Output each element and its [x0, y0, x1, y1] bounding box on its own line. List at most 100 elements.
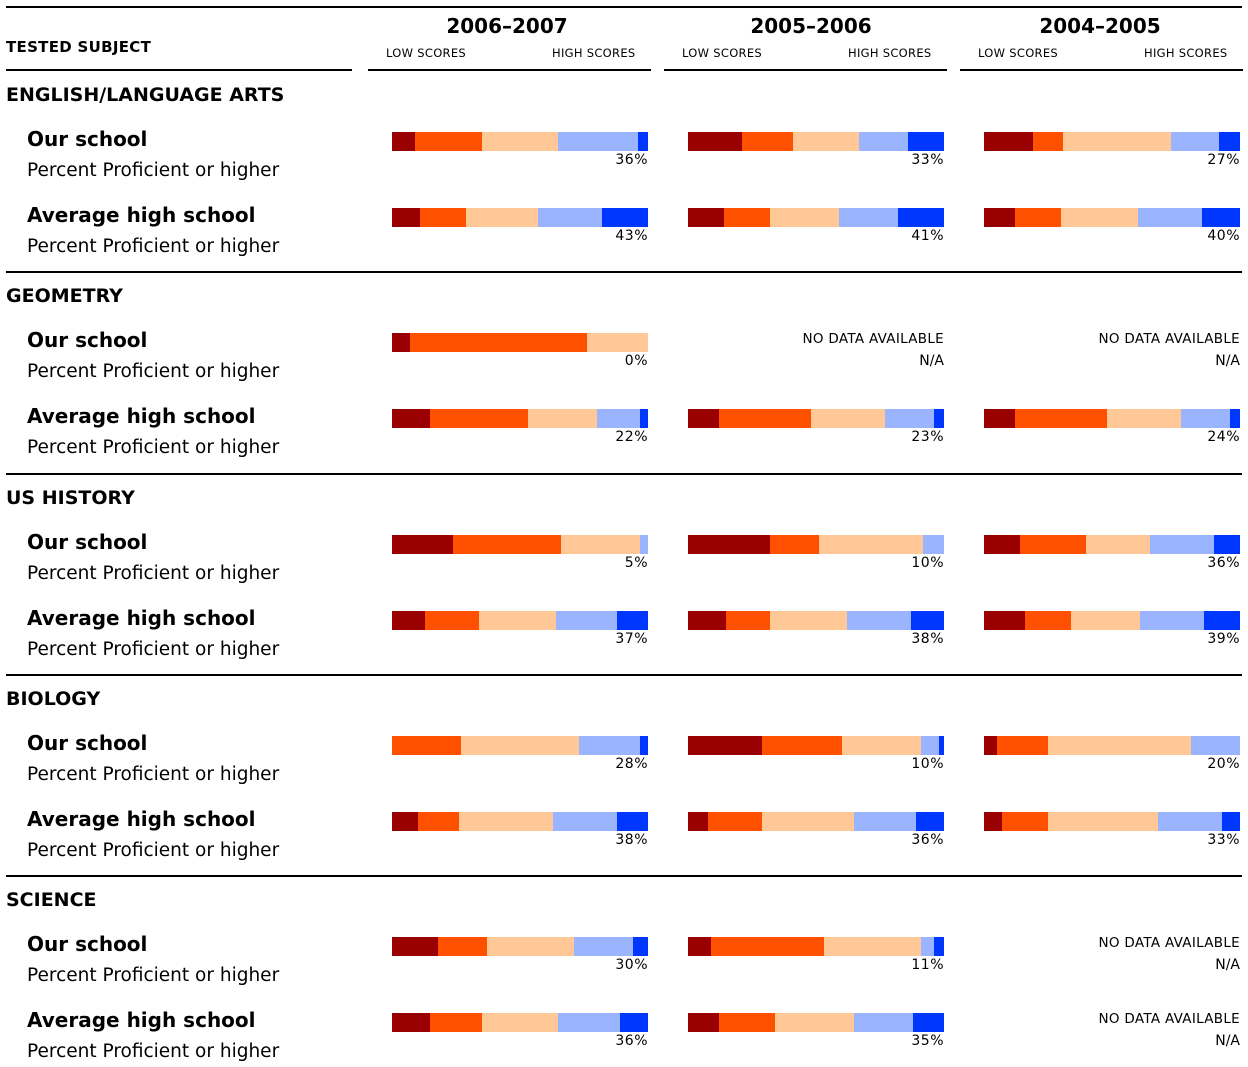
stacked-bar	[688, 611, 944, 630]
bar-segment	[718, 409, 811, 428]
bar-segment	[453, 535, 561, 554]
bar-segment	[632, 937, 648, 956]
bar-segment	[846, 611, 911, 630]
bar-segment	[769, 611, 847, 630]
bar-segment	[854, 1013, 914, 1032]
bar-segment	[923, 535, 944, 554]
bar-segment	[640, 736, 648, 755]
bar-segment	[558, 1013, 620, 1032]
high-scores-label: HIGH SCORES	[552, 46, 636, 60]
no-data-label: NO DATA AVAILABLE	[1098, 331, 1240, 347]
bar-segment	[586, 333, 648, 352]
bar-segment	[1014, 208, 1061, 227]
stacked-bar	[392, 1013, 648, 1032]
bar-segment	[1170, 132, 1220, 151]
stacked-bar	[392, 937, 648, 956]
bar-segment	[726, 611, 770, 630]
row-subtitle: Percent Proficient or higher	[27, 1041, 280, 1062]
row-subtitle: Percent Proficient or higher	[27, 764, 280, 785]
row-subtitle: Percent Proficient or higher	[27, 840, 280, 861]
stacked-bar	[392, 812, 648, 831]
bar-segment	[578, 736, 641, 755]
percent-proficient-value: 28%	[615, 756, 648, 772]
percent-proficient-value: 5%	[624, 555, 648, 571]
row-subtitle: Percent Proficient or higher	[27, 160, 280, 181]
stacked-bar	[688, 736, 944, 755]
bar-segment	[425, 611, 480, 630]
percent-proficient-value: 20%	[1207, 756, 1240, 772]
bar-segment	[1222, 812, 1240, 831]
bar-segment	[392, 812, 418, 831]
bar-segment	[920, 937, 934, 956]
bar-segment	[711, 937, 824, 956]
bar-segment	[841, 736, 921, 755]
stacked-bar	[392, 611, 648, 630]
row-name: Average high school	[27, 203, 256, 227]
bar-segment	[438, 937, 487, 956]
bar-segment	[1063, 132, 1171, 151]
bar-segment	[741, 132, 793, 151]
bar-segment	[1086, 535, 1151, 554]
row-subtitle: Percent Proficient or higher	[27, 965, 280, 986]
bar-segment	[1140, 611, 1205, 630]
percent-proficient-value: 24%	[1207, 429, 1240, 445]
bar-segment	[617, 812, 648, 831]
bar-segment	[1181, 409, 1230, 428]
percent-proficient-value: 33%	[1207, 832, 1240, 848]
bar-segment	[859, 132, 909, 151]
stacked-bar	[392, 208, 648, 227]
bar-segment	[708, 812, 763, 831]
percent-proficient-value: 23%	[911, 429, 944, 445]
bar-segment	[718, 1013, 776, 1032]
bar-segment	[984, 208, 1015, 227]
bar-segment	[688, 208, 724, 227]
bar-segment	[558, 132, 638, 151]
bar-segment	[486, 937, 574, 956]
bar-segment	[1201, 208, 1240, 227]
bar-segment	[1060, 208, 1138, 227]
bar-segment	[984, 812, 1002, 831]
bar-segment	[430, 409, 528, 428]
bar-segment	[823, 937, 921, 956]
bar-segment	[619, 1013, 648, 1032]
bar-segment	[481, 132, 559, 151]
bar-segment	[1032, 132, 1064, 151]
section-divider	[6, 271, 1242, 273]
na-label: N/A	[1215, 353, 1240, 369]
bar-segment	[913, 1013, 944, 1032]
year-header-rule	[960, 69, 1243, 71]
bar-segment	[392, 333, 410, 352]
section-title: US HISTORY	[6, 487, 135, 509]
bar-segment	[1106, 409, 1182, 428]
bar-segment	[938, 736, 944, 755]
row-name: Our school	[27, 328, 148, 352]
bar-segment	[762, 812, 855, 831]
row-name: Average high school	[27, 1008, 256, 1032]
low-scores-label: LOW SCORES	[386, 46, 467, 60]
year-header: 2005–2006	[750, 14, 872, 38]
bar-segment	[854, 812, 916, 831]
percent-proficient-value: 10%	[911, 555, 944, 571]
stacked-bar	[984, 208, 1240, 227]
bar-segment	[392, 208, 421, 227]
bar-segment	[640, 535, 648, 554]
bar-segment	[1219, 132, 1240, 151]
percent-proficient-value: 36%	[615, 152, 648, 168]
section-title: BIOLOGY	[6, 688, 101, 710]
bar-segment	[885, 409, 934, 428]
percent-proficient-value: 36%	[615, 1033, 648, 1049]
bar-segment	[818, 535, 924, 554]
year-header-rule	[664, 69, 947, 71]
stacked-bar	[984, 736, 1240, 755]
stacked-bar	[688, 409, 944, 428]
percent-proficient-value: 39%	[1207, 631, 1240, 647]
stacked-bar	[688, 535, 944, 554]
percent-proficient-value: 38%	[615, 832, 648, 848]
bar-segment	[392, 611, 426, 630]
bar-segment	[392, 409, 431, 428]
stacked-bar	[688, 812, 944, 831]
percent-proficient-value: 36%	[911, 832, 944, 848]
bar-segment	[596, 409, 641, 428]
row-subtitle: Percent Proficient or higher	[27, 563, 280, 584]
percent-proficient-value: 27%	[1207, 152, 1240, 168]
